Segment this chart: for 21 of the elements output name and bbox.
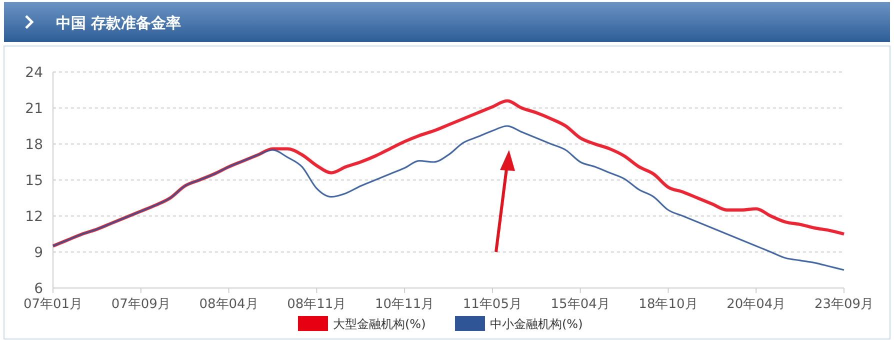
chart-title: 中国 存款准备金率: [56, 14, 182, 32]
x-tick-label: 11年05月: [462, 297, 522, 312]
line-series: [52, 125, 845, 271]
x-tick-label: 08年11月: [287, 297, 346, 312]
x-tick-label: 07年09月: [111, 297, 170, 312]
x-tick-label: 18年10月: [638, 297, 698, 312]
x-tick-label: 20年04月: [726, 297, 786, 312]
y-tick-label: 9: [34, 245, 43, 261]
y-tick-label: 12: [25, 209, 43, 225]
y-tick-label: 18: [25, 137, 43, 153]
x-tick-label: 07年01月: [23, 297, 83, 312]
x-tick-label: 10年11月: [375, 297, 434, 312]
y-tick-label: 15: [25, 173, 43, 189]
legend-label: 中小金融机构(%): [490, 317, 583, 331]
y-tick-label: 6: [34, 281, 44, 297]
legend-label: 大型金融机构(%): [333, 317, 426, 331]
y-tick-label: 24: [25, 65, 44, 81]
x-tick-label: 08年04月: [199, 297, 258, 312]
x-tick-label: 23年09月: [814, 297, 874, 312]
y-tick-label: 21: [25, 101, 43, 117]
x-tick-label: 15年04月: [550, 297, 610, 312]
